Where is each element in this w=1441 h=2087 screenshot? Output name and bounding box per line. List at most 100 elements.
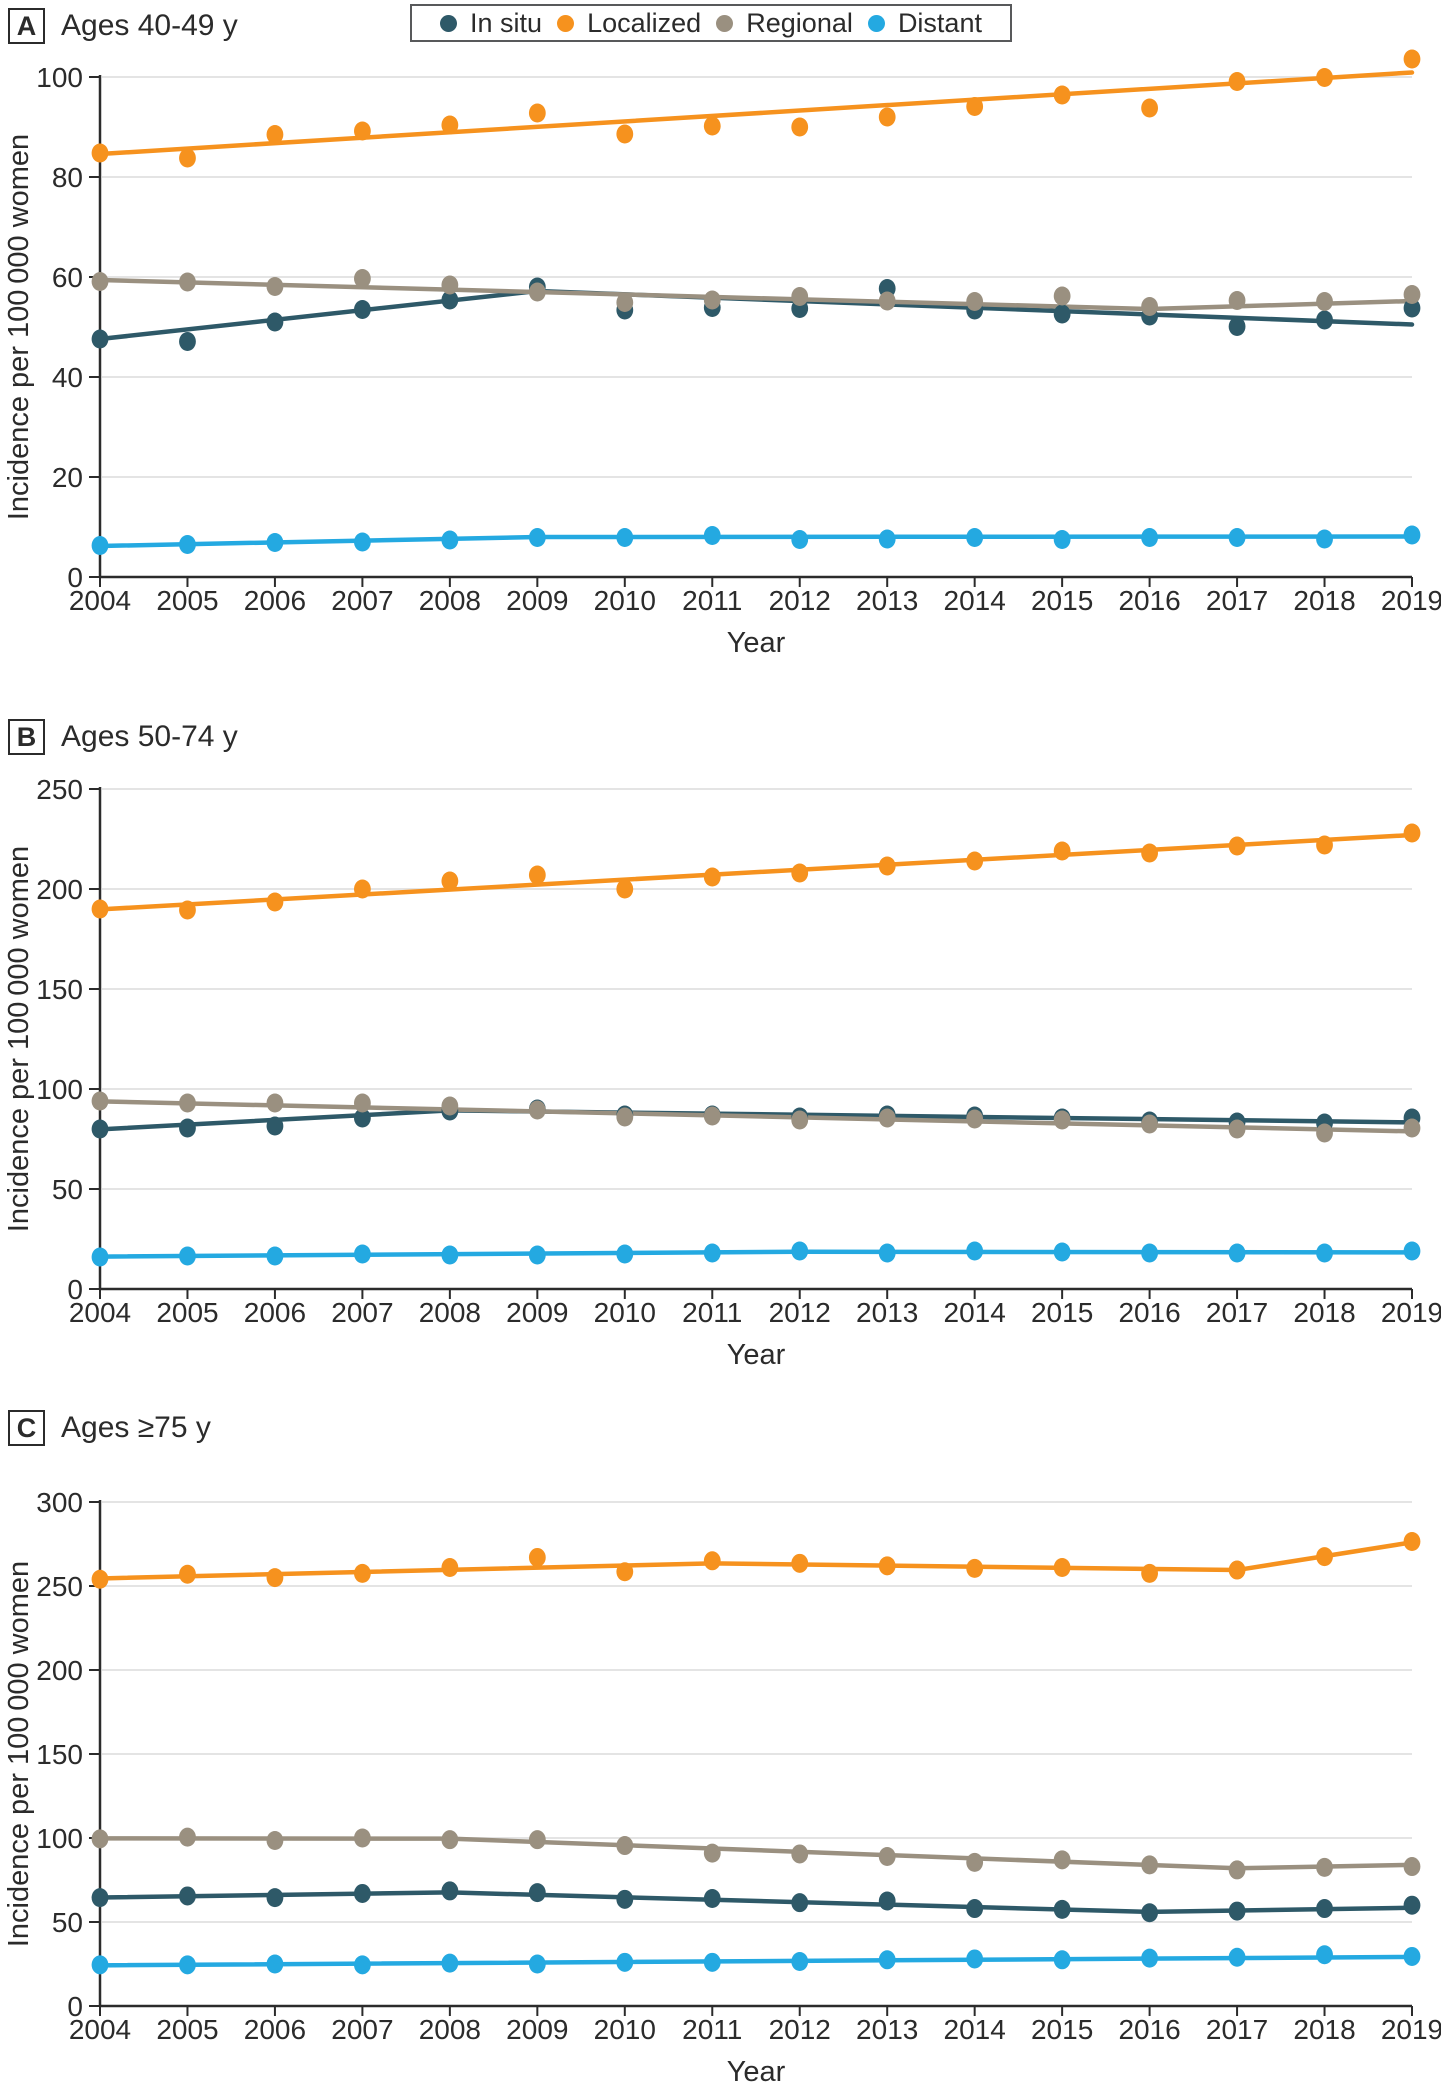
y-tick-label: 50 — [52, 1174, 83, 1205]
data-point-distant — [1053, 1242, 1071, 1262]
x-tick-label: 2005 — [156, 585, 218, 616]
x-tick-label: 2009 — [506, 2014, 568, 2045]
data-point-distant — [1228, 528, 1246, 547]
data-point-distant — [1053, 530, 1071, 549]
x-tick-label: 2019 — [1381, 585, 1441, 616]
data-point-localized — [91, 143, 109, 163]
x-axis-title: Year — [727, 1339, 786, 1371]
x-tick-label: 2005 — [156, 2014, 218, 2045]
panel-b-plot: 0 50 100 150 200 250 2004 2005 2006 2007 2008 2009 2… — [3, 774, 1441, 1371]
data-point-distant — [791, 1951, 809, 1971]
data-point-regional — [878, 1108, 896, 1128]
data-point-distant — [1316, 529, 1333, 549]
data-point-regional — [703, 290, 721, 310]
y-tick-label: 20 — [52, 462, 83, 493]
data-point-distant — [1141, 1243, 1158, 1263]
data-point-distant — [1403, 525, 1421, 545]
data-point-in-situ — [354, 1883, 371, 1903]
data-point-distant — [266, 1246, 284, 1266]
legend-item-in-situ: In situ — [440, 8, 542, 39]
legend-item-distant: Distant — [867, 7, 982, 39]
data-point-distant — [354, 1955, 371, 1975]
data-point-regional — [616, 1836, 634, 1856]
data-point-regional — [266, 1093, 284, 1113]
x-tick-label: 2010 — [594, 2014, 656, 2045]
data-point-regional — [354, 1828, 371, 1848]
data-point-localized — [1053, 85, 1071, 105]
data-point-distant — [616, 1244, 634, 1264]
trend-line-distant — [97, 1954, 1415, 1968]
x-tick-label: 2006 — [244, 2014, 306, 2045]
data-point-distant — [266, 533, 284, 552]
data-point-regional — [966, 1109, 984, 1129]
x-tick-label: 2008 — [419, 2014, 481, 2045]
x-tick-label: 2004 — [69, 2014, 131, 2045]
trend-line-regional — [97, 1099, 1415, 1134]
data-point-distant — [966, 1949, 984, 1969]
trend-line-distant — [97, 1249, 1415, 1259]
y-tick-label: 40 — [52, 362, 83, 393]
data-point-in-situ — [528, 1883, 546, 1903]
data-point-in-situ — [1228, 317, 1246, 336]
data-point-regional — [91, 1829, 109, 1849]
x-tick-label: 2013 — [856, 2014, 918, 2045]
data-point-localized — [266, 125, 284, 144]
legend-label-distant: Distant — [897, 7, 982, 38]
panel-a: A Ages 40-49 y In situ Localized Regiona… — [0, 0, 1441, 695]
x-axis-title: Year — [727, 627, 786, 659]
data-point-distant — [878, 1243, 896, 1263]
data-point-regional — [703, 1843, 721, 1863]
data-point-distant — [1316, 1243, 1333, 1263]
panel-a-plot: 0 20 40 60 80 100 2004 2005 2006 2007 2008 2009 2010… — [3, 49, 1441, 659]
data-point-regional — [441, 275, 459, 295]
data-point-regional — [1141, 1114, 1158, 1134]
legend-label-in-situ: In situ — [470, 7, 543, 38]
x-tick-label: 2017 — [1206, 585, 1268, 616]
data-point-distant — [1403, 1946, 1421, 1966]
data-point-in-situ — [179, 332, 196, 351]
data-point-distant — [179, 535, 196, 554]
data-point-in-situ — [616, 1889, 634, 1909]
x-tick-label: 2006 — [244, 585, 306, 616]
data-point-regional — [1316, 292, 1333, 311]
data-point-regional — [616, 293, 634, 312]
data-point-localized — [1316, 835, 1333, 855]
x-axis-title: Year — [727, 2056, 786, 2087]
panel-c: C Ages ≥75 y 0 50 100 150 200 250 300 2004 2005 2… — [0, 1390, 1441, 2087]
data-point-localized — [91, 1569, 109, 1589]
data-point-in-situ — [1316, 1899, 1333, 1919]
data-point-regional — [528, 1830, 546, 1850]
data-point-localized — [441, 871, 459, 891]
data-point-in-situ — [179, 1886, 196, 1906]
x-tick-label: 2005 — [156, 1297, 218, 1328]
data-point-distant — [1316, 1945, 1333, 1965]
data-point-localized — [1316, 68, 1333, 87]
data-point-in-situ — [1403, 1895, 1421, 1915]
panel-c-letter-badge: C — [8, 1410, 45, 1446]
data-point-localized — [1228, 72, 1246, 91]
x-tick-label: 2014 — [944, 585, 1006, 616]
data-point-in-situ — [91, 329, 109, 349]
data-point-distant — [179, 1246, 196, 1266]
data-point-in-situ — [1053, 304, 1071, 324]
x-tick-label: 2013 — [856, 585, 918, 616]
data-point-localized — [703, 116, 721, 136]
data-point-in-situ — [441, 1881, 459, 1901]
y-tick-label: 100 — [36, 1074, 83, 1105]
data-point-regional — [791, 1110, 809, 1130]
data-point-in-situ — [179, 1118, 196, 1138]
data-point-regional — [179, 1093, 196, 1113]
data-point-distant — [441, 1953, 459, 1973]
data-point-distant — [1141, 528, 1158, 547]
x-tick-label: 2011 — [682, 585, 742, 616]
y-tick-label: 250 — [36, 1571, 83, 1602]
x-tick-label: 2008 — [419, 1297, 481, 1328]
data-point-regional — [266, 277, 284, 296]
data-point-distant — [441, 530, 459, 550]
data-point-distant — [616, 528, 634, 547]
data-point-in-situ — [91, 1888, 109, 1908]
data-point-in-situ — [966, 1899, 984, 1919]
x-tick-label: 2015 — [1031, 2014, 1093, 2045]
data-point-regional — [1228, 1119, 1246, 1139]
